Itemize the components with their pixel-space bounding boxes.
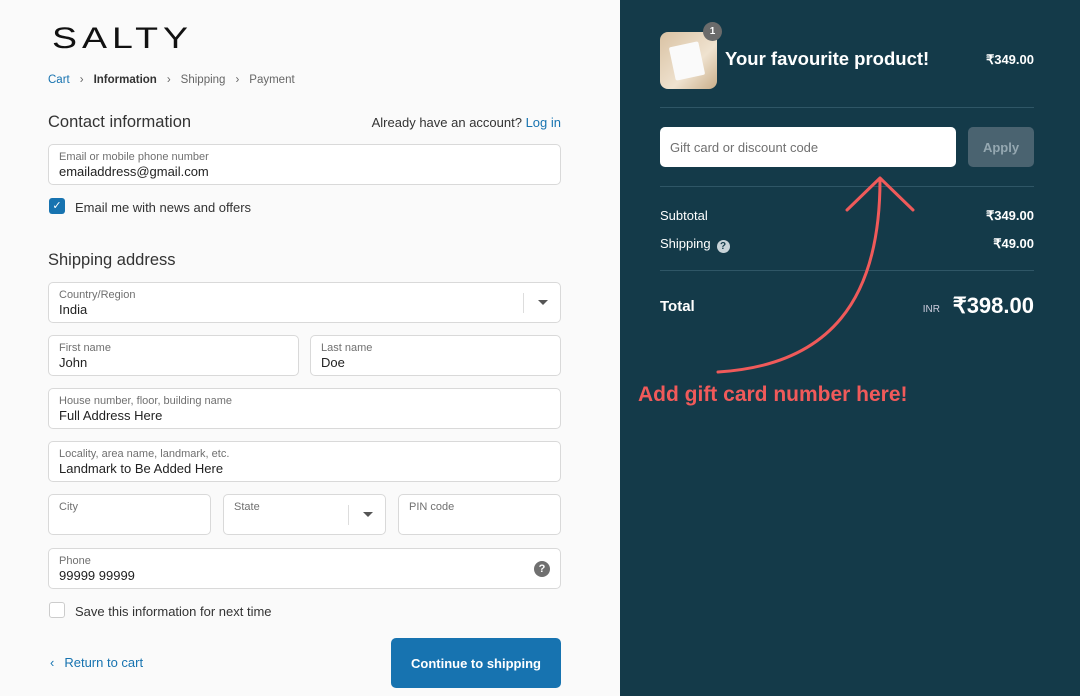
return-to-cart-link[interactable]: ‹ Return to cart: [50, 655, 143, 670]
locality-value[interactable]: Landmark to Be Added Here: [59, 461, 224, 476]
help-icon[interactable]: ?: [534, 561, 550, 577]
account-prompt: Already have an account? Log in: [372, 115, 561, 130]
chevron-right-icon: ›: [235, 74, 240, 86]
apply-button[interactable]: Apply: [968, 127, 1034, 167]
first-name-label: First name: [59, 342, 111, 354]
currency-code: INR: [922, 304, 940, 315]
first-name-field[interactable]: First name John: [48, 335, 299, 376]
total-label: Total: [660, 298, 695, 315]
city-field[interactable]: City: [48, 494, 211, 535]
email-label: Email or mobile phone number: [59, 151, 209, 163]
state-label: State: [234, 501, 260, 513]
email-field[interactable]: Email or mobile phone number emailaddress…: [48, 144, 561, 185]
divider: [660, 186, 1034, 187]
shipping-label: Shipping: [660, 236, 711, 251]
city-label: City: [59, 501, 78, 513]
save-info-label: Save this information for next time: [75, 604, 272, 619]
chevron-left-icon: ‹: [50, 655, 55, 670]
order-summary-panel: 1 Your favourite product! ₹349.00 Apply …: [620, 0, 1080, 696]
locality-field[interactable]: Locality, area name, landmark, etc. Landm…: [48, 441, 561, 482]
quantity-badge: 1: [703, 22, 722, 41]
breadcrumb: Cart › Information › Shipping › Payment: [48, 74, 295, 86]
breadcrumb-information: Information: [93, 74, 157, 86]
continue-to-shipping-button[interactable]: Continue to shipping: [391, 638, 561, 688]
pin-code-field[interactable]: PIN code: [398, 494, 561, 535]
news-label: Email me with news and offers: [75, 200, 252, 215]
divider: [348, 505, 349, 525]
phone-value[interactable]: 99999 99999: [59, 568, 135, 583]
help-icon[interactable]: ?: [716, 240, 730, 253]
shipping-heading: Shipping address: [48, 251, 176, 269]
annotation-text: Add gift card number here!: [638, 383, 908, 406]
product-name: Your favourite product!: [725, 48, 930, 69]
state-select[interactable]: State: [223, 494, 386, 535]
phone-label: Phone: [59, 555, 91, 567]
product-thumbnail: [660, 32, 717, 89]
email-value[interactable]: emailaddress@gmail.com: [59, 164, 209, 179]
country-select[interactable]: Country/Region India: [48, 282, 561, 323]
divider: [660, 107, 1034, 108]
breadcrumb-cart[interactable]: Cart: [48, 74, 70, 86]
chevron-right-icon: ›: [79, 74, 84, 86]
address-value[interactable]: Full Address Here: [59, 408, 163, 423]
subtotal-label: Subtotal: [660, 208, 708, 223]
pin-code-label: PIN code: [409, 501, 455, 513]
last-name-value[interactable]: Doe: [321, 355, 345, 370]
breadcrumb-payment: Payment: [249, 74, 295, 86]
address-label: House number, floor, building name: [59, 395, 233, 407]
phone-field[interactable]: Phone 99999 99999?: [48, 548, 561, 589]
total-value: ₹398.00: [952, 293, 1034, 318]
contact-heading: Contact information: [48, 113, 192, 131]
country-value: India: [59, 302, 88, 317]
locality-label: Locality, area name, landmark, etc.: [59, 448, 230, 460]
last-name-field[interactable]: Last name Doe: [310, 335, 561, 376]
checkout-form-panel: SALTY Cart › Information › Shipping › Payme…: [48, 22, 561, 688]
product-price: ₹349.00: [985, 52, 1034, 67]
last-name-label: Last name: [321, 342, 373, 354]
divider: [660, 270, 1034, 271]
chevron-down-icon: [538, 300, 548, 305]
chevron-right-icon: ›: [166, 74, 171, 86]
discount-code-input[interactable]: [660, 127, 956, 167]
return-label: Return to cart: [64, 655, 144, 670]
login-link[interactable]: Log in: [525, 115, 561, 130]
divider: [523, 293, 524, 313]
breadcrumb-shipping: Shipping: [180, 74, 226, 86]
address-field[interactable]: House number, floor, building name Full A…: [48, 388, 561, 429]
subtotal-value: ₹349.00: [985, 208, 1034, 223]
shipping-row: Shipping?: [660, 236, 730, 253]
shipping-value: ₹49.00: [993, 236, 1034, 251]
chevron-down-icon: [363, 512, 373, 517]
logo: SALTY: [52, 22, 194, 55]
account-text: Already have an account?: [371, 115, 522, 130]
country-label: Country/Region: [59, 289, 136, 301]
first-name-value[interactable]: John: [59, 355, 88, 370]
save-info-checkbox[interactable]: [49, 602, 65, 618]
news-checkbox[interactable]: ✓: [49, 198, 65, 214]
